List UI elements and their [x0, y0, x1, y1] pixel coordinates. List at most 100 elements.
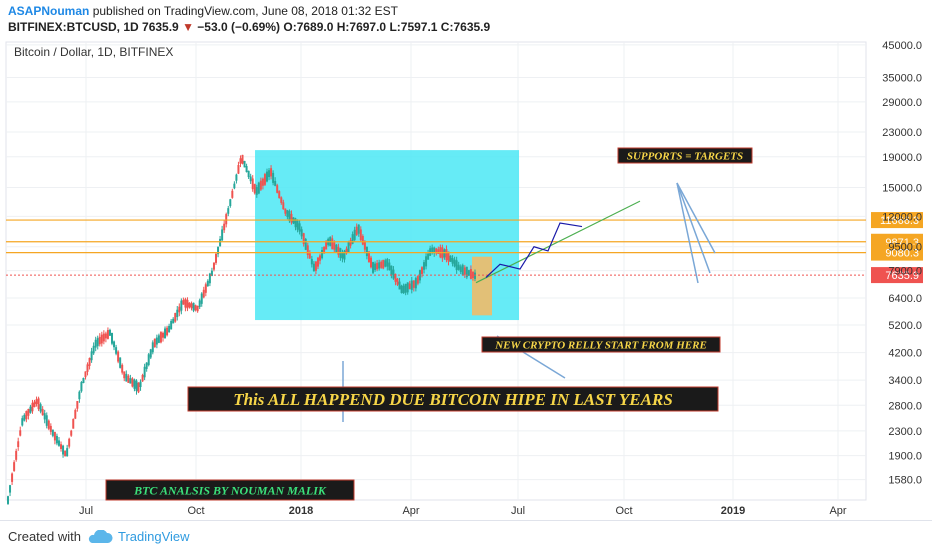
- candle-body: [64, 450, 67, 457]
- candle-body: [78, 391, 81, 400]
- candle-body: [331, 238, 334, 250]
- candle-body: [82, 377, 85, 383]
- candle-body: [265, 171, 268, 182]
- candle-body: [123, 371, 126, 379]
- candle-body: [457, 264, 460, 270]
- candle-body: [37, 398, 40, 410]
- level-tag-label: 11666.3: [880, 215, 919, 227]
- candle-body: [353, 229, 356, 240]
- tradingview-brand[interactable]: TradingView: [118, 529, 190, 544]
- x-tick-label: 2019: [721, 505, 745, 517]
- candle-body: [223, 223, 226, 231]
- y-tick-label: 6400.0: [888, 293, 922, 305]
- trend-line: [475, 200, 641, 284]
- y-axis: 45000.0 35000.0 29000.0 23000.0 19000.0 15000…: [882, 40, 922, 487]
- candle-body: [194, 305, 197, 311]
- candle-body: [345, 248, 348, 254]
- candle-body: [166, 327, 169, 336]
- candle-body: [361, 235, 364, 245]
- candle-body: [319, 255, 322, 261]
- candle-body: [80, 382, 83, 392]
- candle-body: [431, 247, 434, 253]
- candle-body: [106, 330, 109, 339]
- symbol-label: BITFINEX:BTCUSD, 1D: [8, 20, 139, 34]
- y-tick-label: 35000.0: [882, 72, 922, 84]
- candle-body: [51, 429, 54, 436]
- y-tick-label: 23000.0: [882, 127, 922, 139]
- candle-body: [68, 438, 71, 447]
- candle-body: [351, 234, 354, 244]
- candle-body: [60, 444, 63, 449]
- candle-body: [296, 220, 299, 230]
- candle-body: [127, 375, 130, 383]
- candle-body: [161, 332, 164, 338]
- candle-body: [212, 262, 215, 270]
- candle-body: [49, 425, 52, 432]
- candle-body: [206, 280, 209, 287]
- candle-body: [402, 285, 405, 294]
- y-tick-label: 5200.0: [888, 320, 922, 332]
- candle-body: [178, 306, 181, 313]
- arrow-line: [676, 182, 711, 274]
- candle-body: [198, 300, 201, 307]
- candle-body: [243, 160, 246, 168]
- y-tick-label: 2800.0: [888, 400, 922, 412]
- candle-body: [62, 445, 65, 455]
- candle-body: [423, 262, 426, 270]
- candle-body: [372, 262, 375, 273]
- candle-body: [274, 181, 277, 186]
- candle-body: [219, 238, 222, 247]
- start-zone-rect: [472, 256, 492, 316]
- candle-body: [284, 208, 287, 214]
- created-with-label: Created with: [8, 529, 81, 544]
- candle-body: [416, 276, 419, 284]
- candle-body: [302, 233, 305, 245]
- last-price-tag-label: 7635.9: [885, 270, 919, 282]
- y-tick-label: 19000.0: [882, 152, 922, 164]
- new-relly-note-box: [481, 336, 721, 353]
- level-tag: [871, 244, 923, 261]
- candle-body: [15, 450, 18, 460]
- candle-body: [111, 332, 114, 344]
- candle-body: [465, 266, 468, 278]
- candle-body: [204, 284, 207, 293]
- publish-line: ASAPNouman published on TradingView.com,…: [8, 4, 398, 18]
- new-relly-note: NEW CRYPTO RELLY START FROM HERE: [494, 339, 707, 351]
- candle-body: [208, 273, 211, 284]
- candle-body: [382, 259, 385, 269]
- candle-body: [29, 406, 32, 413]
- candle-body: [200, 293, 203, 304]
- y-tick-label: 12000.0: [882, 211, 922, 223]
- candle-body: [19, 430, 22, 436]
- candle-body: [104, 333, 107, 339]
- candle-body: [235, 174, 238, 181]
- candle-body: [96, 338, 99, 347]
- candle-body: [155, 337, 158, 345]
- candle-body: [129, 378, 132, 384]
- candle-body: [323, 246, 326, 254]
- author-link[interactable]: ASAPNouman: [8, 4, 90, 18]
- candle-body: [341, 252, 344, 259]
- candle-body: [11, 473, 14, 482]
- supports-targets-note: SUPPORTS = TARGETS: [627, 150, 743, 162]
- candle-body: [231, 190, 234, 198]
- projection-arrows: [485, 222, 583, 278]
- candle-body: [100, 334, 103, 344]
- author-note: BTC ANALSIS BY NOUMAN MALIK: [133, 483, 327, 497]
- candle-body: [314, 261, 317, 271]
- candle-body: [168, 325, 171, 333]
- candle-body: [94, 339, 97, 348]
- candle-body: [41, 408, 44, 416]
- price-change: −53.0 (−0.69%): [197, 20, 281, 34]
- candle-body: [196, 305, 199, 312]
- candle-body: [255, 187, 258, 195]
- candle-body: [412, 280, 415, 288]
- y-tick-label: 3400.0: [888, 375, 922, 387]
- candle-body: [455, 260, 458, 271]
- candle-body: [188, 302, 191, 308]
- candle-body: [298, 223, 301, 232]
- candle-body: [159, 332, 162, 343]
- candle-body: [39, 404, 42, 412]
